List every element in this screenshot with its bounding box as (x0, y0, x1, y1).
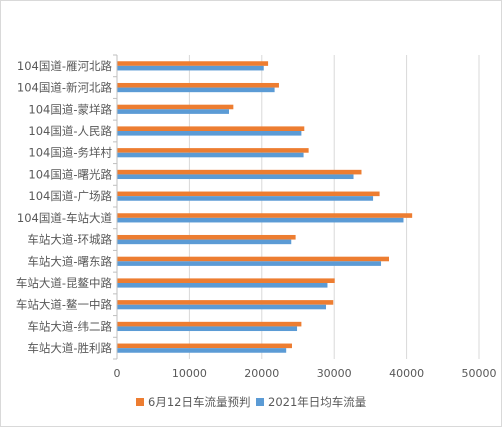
x-tick-label: 0 (114, 367, 121, 380)
bar-average (117, 348, 287, 353)
y-category-label: 104国道-新河北路 (17, 81, 113, 95)
y-category-label: 104国道-广场路 (28, 189, 112, 203)
x-tick-label: 10000 (172, 367, 207, 380)
y-category-label: 车站大道-曙东路 (27, 254, 112, 268)
bar-average (117, 239, 292, 245)
y-category-label: 车站大道-鳌一中路 (16, 298, 113, 312)
bar-forecast (117, 278, 335, 283)
bar-forecast (117, 61, 269, 66)
x-tick-label: 40000 (389, 367, 424, 380)
x-tick-label: 50000 (462, 367, 497, 380)
legend-label: 6月12日车流量预判 (148, 395, 250, 409)
bar-forecast (117, 126, 305, 131)
bar-forecast (117, 234, 296, 240)
y-category-label: 104国道-人民路 (28, 124, 112, 138)
x-tick-label: 30000 (317, 367, 352, 380)
y-category-label: 车站大道-纬二路 (27, 319, 112, 333)
bar-forecast (117, 169, 362, 175)
bar-average (117, 261, 382, 266)
bar-average (117, 131, 302, 136)
legend-label: 2021年日均车流量 (268, 395, 366, 409)
bar-average (117, 87, 275, 93)
y-category-label: 104国道-务垟村 (28, 146, 112, 160)
bars (117, 61, 413, 353)
bar-forecast (117, 300, 334, 305)
bar-average (117, 304, 327, 310)
bar-average (117, 109, 229, 114)
bar-forecast (117, 148, 309, 153)
bar-average (117, 283, 328, 288)
y-category-label: 104国道-蒙垟路 (28, 102, 112, 116)
legend: 6月12日车流量预判 2021年日均车流量 (136, 395, 366, 409)
bar-average (117, 196, 374, 201)
bar-average (117, 326, 298, 332)
bar-forecast (117, 321, 302, 327)
x-tick-label: 20000 (244, 367, 279, 380)
bar-average (117, 152, 304, 158)
bar-forecast (117, 82, 279, 88)
bar-forecast (117, 256, 389, 262)
y-category-label: 104国道-雁河北路 (17, 59, 113, 73)
legend-swatch (256, 398, 264, 406)
y-category-label: 车站大道-昆鳌中路 (16, 276, 113, 290)
bar-forecast (117, 191, 380, 197)
bar-average (117, 174, 354, 180)
grid-lines (188, 55, 480, 359)
bar-forecast (117, 213, 413, 218)
y-category-label: 车站大道-胜利路 (27, 341, 112, 355)
bar-average (117, 65, 264, 71)
y-category-label: 104国道-曙光路 (28, 167, 112, 181)
y-category-label: 104国道-车站大道 (17, 211, 113, 225)
bar-forecast (117, 343, 292, 349)
axes: 0 10000 20000 30000 40000 50000 104国道-雁河北路 104国… (16, 54, 497, 380)
legend-swatch (136, 398, 144, 406)
bar-average (117, 217, 404, 223)
bar-forecast (117, 104, 234, 110)
y-category-label: 车站大道-环城路 (27, 233, 112, 247)
